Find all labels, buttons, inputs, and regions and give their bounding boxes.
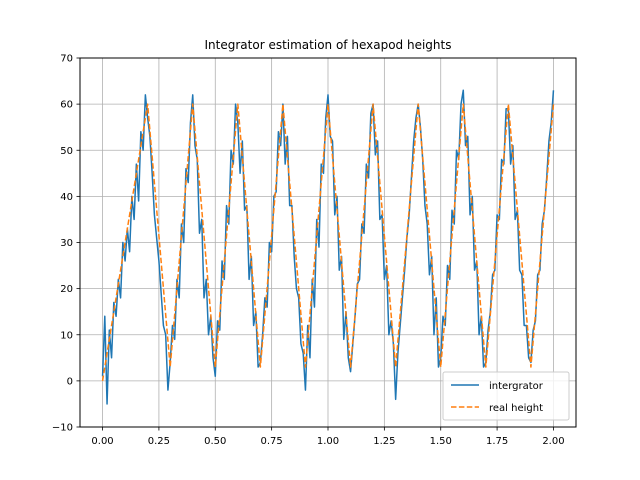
series-layer	[101, 89, 555, 405]
x-tick-label: 0.50	[204, 436, 226, 447]
legend-label-intergrator: intergrator	[489, 381, 544, 392]
x-tick-label: 0.75	[261, 436, 283, 447]
y-tick-label: 0	[67, 376, 73, 387]
chart-title: Integrator estimation of hexapod heights	[205, 38, 452, 52]
y-tick-label: 40	[60, 192, 73, 203]
y-tick-label: 20	[60, 284, 73, 295]
x-tick-label: 1.25	[373, 436, 395, 447]
x-tick-label: 0.00	[91, 436, 113, 447]
series-line-real-height	[101, 103, 555, 382]
legend: intergrator real height	[442, 371, 570, 421]
legend-box	[442, 371, 570, 421]
axis-ticks: 0.00 0.25 0.50 0.75 1.00 1.25 1.50 1.75 2.00 −10 0…	[52, 54, 565, 448]
y-tick-label: 30	[60, 238, 73, 249]
x-tick-label: 2.00	[542, 436, 564, 447]
y-tick-label: 70	[60, 54, 73, 65]
x-tick-label: 1.75	[486, 436, 508, 447]
x-tick-label: 1.00	[317, 436, 339, 447]
legend-label-real-height: real height	[489, 403, 543, 414]
x-tick-label: 0.25	[148, 436, 170, 447]
y-tick-label: 10	[60, 330, 73, 341]
x-tick-label: 1.50	[430, 436, 452, 447]
y-tick-label: −10	[52, 423, 73, 434]
y-tick-label: 50	[60, 146, 73, 157]
y-tick-label: 60	[60, 100, 73, 111]
